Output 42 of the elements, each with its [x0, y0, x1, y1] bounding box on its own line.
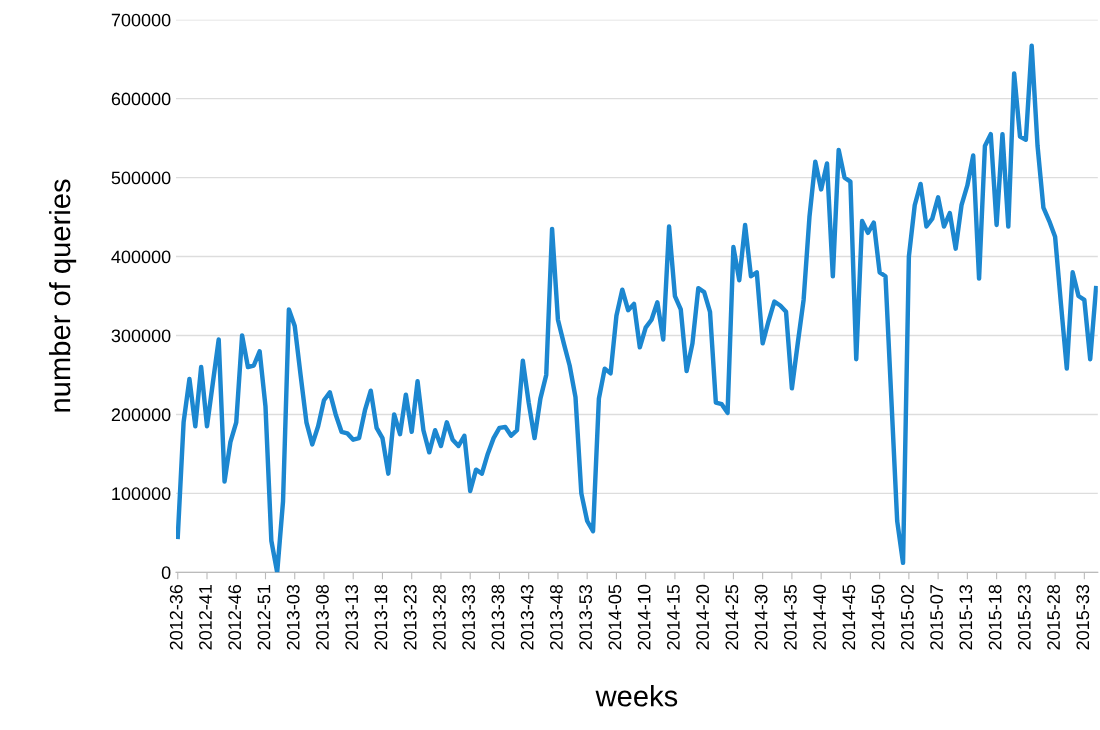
x-tick-label: 2014-45: [842, 584, 856, 650]
x-tick-label: 2013-43: [520, 584, 534, 650]
x-tick-label: 2014-30: [754, 584, 768, 650]
x-tick-label: 2014-25: [725, 584, 739, 650]
y-tick-label: 300000: [111, 329, 171, 343]
x-tick-label: 2013-48: [550, 584, 563, 650]
y-tick-label: 100000: [112, 487, 171, 501]
x-tick-label: 2012-41: [199, 585, 212, 650]
x-axis-title: weeks: [595, 685, 678, 707]
y-tick-label: 0: [161, 566, 171, 580]
x-tick-label: 2013-18: [374, 584, 388, 650]
x-tick-label: 2013-38: [491, 584, 505, 650]
x-tick-label: 2015-33: [1076, 584, 1090, 650]
x-tick-label: 2013-08: [316, 584, 329, 650]
x-tick-label: 2014-15: [666, 584, 680, 650]
x-tick-label: 2012-36: [169, 584, 183, 650]
y-tick-label: 200000: [111, 408, 171, 422]
y-tick-label: 400000: [111, 250, 171, 264]
x-tick-label: 2015-13: [959, 584, 973, 650]
x-tick-label: 2015-28: [1047, 584, 1060, 650]
x-tick-label: 2015-18: [988, 584, 1002, 650]
x-tick-label: 2015-02: [900, 585, 914, 650]
y-tick-label: 500000: [111, 171, 171, 185]
y-tick-label: 600000: [111, 92, 171, 106]
x-tick-label: 2014-40: [813, 584, 826, 650]
y-tick-label: 700000: [111, 13, 171, 27]
x-tick-label: 2014-35: [783, 584, 797, 650]
x-tick-label: 2013-13: [345, 584, 359, 650]
x-tick-label: 2013-53: [579, 584, 593, 650]
x-tick-label: 2012-51: [257, 585, 271, 650]
x-tick-label: 2014-05: [608, 584, 622, 650]
x-tick-label: 2013-33: [462, 584, 476, 650]
x-tick-label: 2015-23: [1017, 584, 1031, 650]
y-axis-title: number of queries: [48, 179, 77, 412]
x-tick-label: 2014-10: [637, 584, 651, 650]
x-tick-label: 2013-28: [433, 584, 446, 650]
x-tick-label: 2012-46: [228, 584, 242, 650]
x-tick-label: 2014-50: [871, 584, 885, 650]
x-tick-label: 2013-03: [286, 584, 300, 650]
x-tick-label: 2013-23: [403, 584, 417, 650]
x-tick-label: 2015-07: [930, 585, 943, 650]
x-tick-label: 2014-20: [696, 584, 710, 650]
